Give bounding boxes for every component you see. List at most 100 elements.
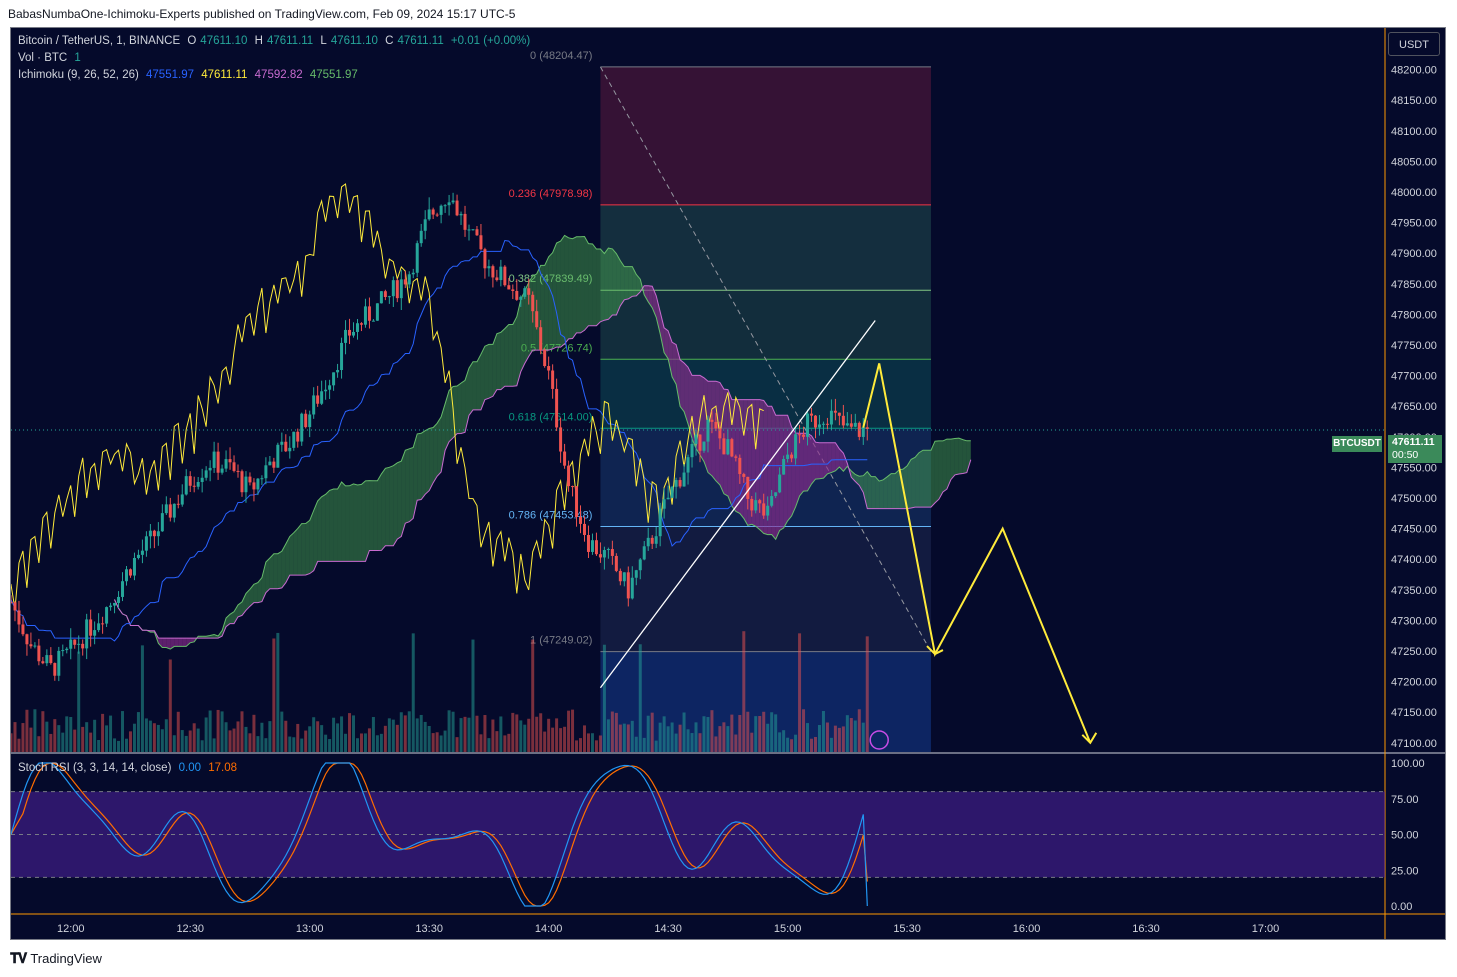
volume-bar (276, 632, 280, 752)
price-tick-label: 47850.00 (1391, 279, 1437, 291)
candle-body (324, 389, 328, 392)
volume-bar (706, 717, 710, 752)
volume-bar (352, 715, 356, 752)
volume-bar (650, 712, 654, 752)
candle-body (582, 523, 586, 535)
time-tick-label: 15:00 (774, 923, 802, 935)
candle-body (188, 476, 192, 486)
volume-bar (459, 718, 463, 752)
time-tick-label: 14:30 (654, 923, 682, 935)
candle-body (543, 350, 547, 367)
volume-bar (602, 644, 606, 752)
volume-bar (316, 721, 320, 752)
cloud-segment (927, 450, 931, 508)
volume-bar (606, 719, 610, 752)
candle-body (706, 419, 710, 442)
candle-body (734, 456, 738, 458)
high-value: 47611.11 (266, 35, 314, 47)
volume-bar (443, 730, 447, 752)
candle-body (387, 296, 391, 298)
lightning-icon (869, 730, 889, 750)
symbol-price-tag: BTCUSDT (1332, 436, 1382, 452)
candle-body (348, 329, 352, 336)
volume-value: 1 (74, 52, 81, 64)
volume-bar (806, 723, 810, 752)
candle-body (829, 410, 833, 425)
cloud-segment (325, 490, 330, 562)
cloud-segment (707, 381, 712, 476)
volume-bar (523, 724, 527, 752)
cloud-segment (711, 381, 716, 481)
candle-body (602, 550, 606, 558)
candle-body (124, 569, 128, 582)
candle-body (467, 229, 471, 231)
volume-bar (29, 727, 33, 752)
cloud-segment (580, 236, 585, 333)
volume-bar (383, 725, 387, 752)
candle-body (220, 468, 224, 473)
candle-body (363, 306, 367, 325)
projection-arrowhead (926, 645, 944, 656)
volume-bar (415, 718, 419, 752)
volume-bar (483, 715, 487, 752)
candle-body (782, 458, 786, 475)
candle-body (288, 447, 292, 452)
candle-body (160, 513, 164, 532)
time-tick-label: 14:00 (535, 923, 563, 935)
cloud-segment (457, 383, 462, 434)
candle-body (423, 219, 427, 231)
candle-body (750, 498, 754, 511)
candle-body (407, 274, 411, 285)
volume-bar (853, 720, 857, 752)
volume-bar (495, 731, 499, 752)
cloud-segment (783, 415, 788, 529)
volume-bar (654, 740, 658, 752)
volume-bar (164, 719, 168, 752)
volume-bar (17, 738, 21, 752)
candle-body (367, 306, 371, 321)
chart-frame[interactable]: 48250.0048200.0048150.0048100.0048050.00… (10, 27, 1446, 940)
cloud-segment (476, 354, 481, 410)
tradingview-logo-icon[interactable]: 𝐓𝐕 (10, 950, 27, 966)
volume-bar (403, 715, 407, 752)
cloud-segment (413, 433, 418, 519)
candle-body (81, 643, 85, 649)
candle-body (754, 500, 758, 511)
cloud-segment (484, 344, 489, 400)
volume-bar (451, 711, 455, 752)
volume-bar (634, 736, 638, 752)
cloud-segment (186, 638, 191, 647)
candle-body (419, 230, 423, 244)
volume-bar (371, 717, 375, 752)
volume-bar (722, 722, 726, 752)
candle-body (196, 481, 200, 487)
volume-bar (594, 740, 598, 752)
price-tick-label: 48100.00 (1391, 126, 1437, 138)
volume-bar (172, 735, 176, 752)
projection-arrowhead (1081, 732, 1098, 745)
volume-bar (598, 735, 602, 752)
volume-bar (730, 714, 734, 752)
candle-body (519, 296, 523, 300)
currency-button[interactable]: USDT (1388, 32, 1440, 56)
price-chart[interactable]: 48250.0048200.0048150.0048100.0048050.00… (11, 28, 1445, 939)
ichimoku-kijun-value: 47611.11 (201, 69, 248, 81)
kijun-line (11, 239, 868, 642)
cloud-segment (273, 553, 278, 589)
cloud-segment (317, 496, 322, 562)
cloud-segment (508, 324, 513, 387)
candle-body (316, 395, 320, 404)
volume-bar (160, 729, 164, 752)
volume-bar (658, 722, 662, 752)
ichimoku-span-b-value: 47592.82 (254, 69, 303, 81)
volume-bar (212, 738, 216, 752)
candle-body (690, 443, 694, 458)
cloud-segment (815, 442, 820, 480)
volume-bar (268, 721, 272, 752)
candle-body (778, 474, 782, 493)
candle-body (97, 623, 101, 631)
candle-body (65, 648, 69, 651)
cloud-segment (309, 510, 314, 574)
candle-body (403, 279, 407, 285)
candle-body (427, 209, 431, 220)
